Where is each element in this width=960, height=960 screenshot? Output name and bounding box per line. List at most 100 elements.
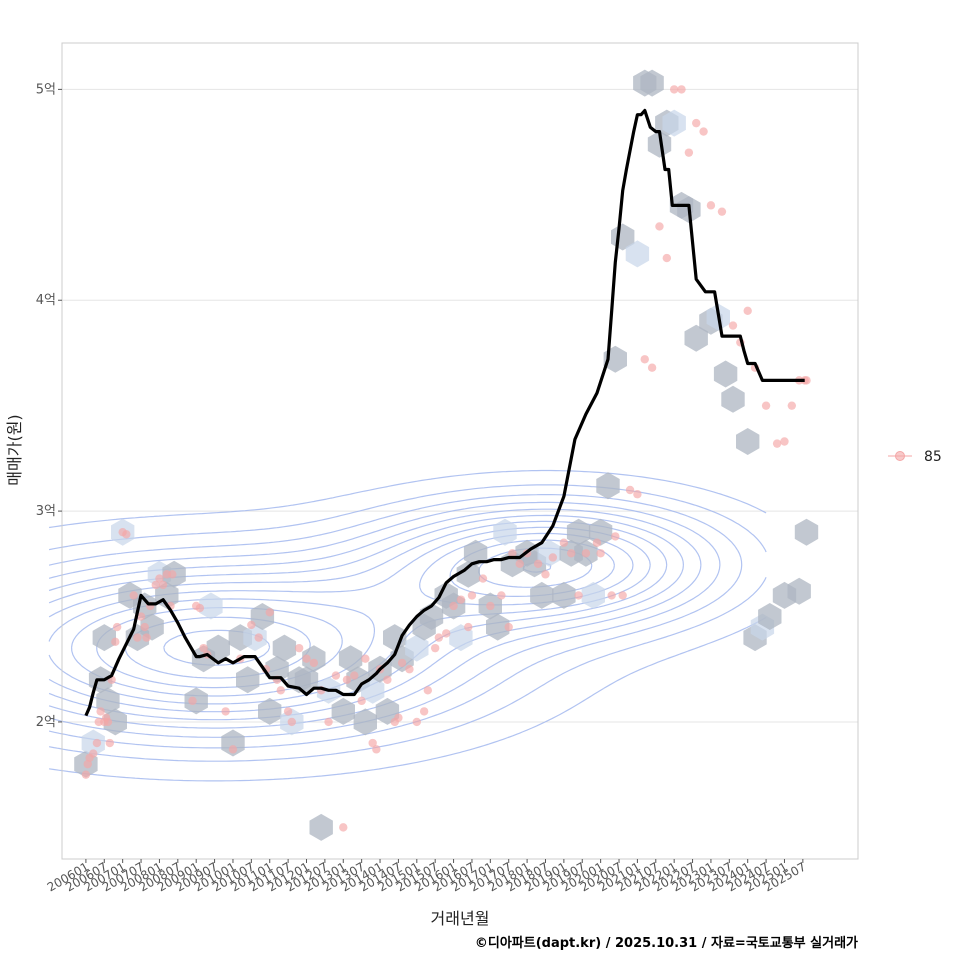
data-point — [647, 363, 657, 372]
density-contour — [48, 484, 767, 762]
density-contour — [49, 469, 767, 782]
data-point — [129, 591, 138, 600]
hexbin — [103, 708, 127, 736]
data-point — [254, 633, 263, 642]
data-point — [361, 654, 370, 663]
data-point — [611, 532, 620, 541]
legend: 85 — [888, 449, 942, 465]
data-point — [567, 549, 576, 558]
data-point — [405, 665, 414, 674]
hexbin — [625, 240, 650, 268]
data-point — [168, 570, 177, 579]
data-point — [497, 591, 506, 600]
hexbin — [713, 360, 738, 388]
data-point — [276, 686, 285, 695]
hexbin — [302, 645, 326, 673]
data-point — [669, 85, 679, 94]
data-point — [294, 643, 304, 653]
data-point — [324, 717, 333, 727]
hexbin — [758, 603, 782, 630]
hexbin — [258, 697, 282, 725]
hexbin — [640, 69, 664, 97]
data-point — [515, 559, 524, 569]
x-axis-title: 거래년월 — [431, 909, 490, 928]
data-point — [655, 222, 664, 231]
data-point — [155, 574, 164, 583]
data-point — [419, 707, 429, 716]
data-point — [103, 717, 113, 727]
data-point — [283, 707, 293, 716]
data-point — [81, 770, 91, 779]
data-point — [357, 696, 366, 706]
hexbin — [588, 518, 613, 546]
trend-line — [84, 108, 805, 717]
data-point — [802, 376, 811, 385]
hexbin — [331, 697, 355, 725]
hexbin — [493, 518, 517, 546]
hexbin — [361, 676, 385, 704]
hexbin — [794, 518, 819, 546]
data-point — [342, 675, 352, 684]
hexbin — [596, 472, 620, 500]
data-point — [780, 437, 789, 446]
y-tick-label: 4억 — [36, 293, 56, 308]
data-point — [188, 696, 197, 706]
hexbin — [486, 613, 510, 641]
hexbin — [221, 729, 245, 757]
data-point — [467, 591, 477, 600]
data-point — [287, 717, 296, 727]
data-point — [486, 601, 495, 611]
plot-border — [61, 42, 859, 860]
data-point — [331, 671, 341, 680]
hexbin — [353, 708, 377, 736]
data-point — [430, 643, 440, 653]
legend-label-85: 85 — [924, 449, 942, 465]
data-point — [394, 713, 403, 722]
hexbin — [662, 109, 686, 137]
data-point — [574, 591, 583, 600]
hexbin — [647, 130, 672, 158]
data-point — [112, 622, 122, 632]
plot-panel — [62, 43, 858, 859]
data-point — [140, 622, 149, 632]
data-point — [684, 148, 694, 157]
data-point — [434, 633, 444, 642]
data-point — [618, 591, 627, 600]
data-point — [717, 207, 727, 216]
data-point — [761, 401, 771, 410]
data-point — [151, 580, 160, 590]
data-point — [105, 738, 114, 748]
data-point — [158, 580, 168, 590]
data-point — [195, 603, 205, 613]
data-point — [228, 745, 238, 754]
density-contour — [48, 494, 743, 749]
data-point — [625, 485, 635, 495]
data-point — [699, 127, 708, 136]
hexbin — [721, 385, 745, 413]
hexbin — [552, 581, 576, 609]
hexbin — [456, 560, 480, 588]
y-axis-title: 매매가(원) — [5, 414, 24, 485]
hexbin — [383, 624, 407, 652]
data-point — [677, 85, 686, 94]
hexbin — [463, 539, 488, 567]
data-point — [640, 355, 649, 364]
data-point — [199, 643, 208, 653]
data-point — [706, 201, 716, 210]
data-point — [456, 595, 466, 604]
data-point — [548, 553, 558, 562]
data-point — [662, 253, 672, 263]
grid-lines — [62, 88, 858, 723]
data-point — [265, 608, 274, 617]
data-point — [607, 591, 616, 600]
data-point — [133, 633, 142, 642]
data-point — [442, 629, 451, 638]
caption: ©디아파트(dapt.kr) / 2025.10.31 / 자료=국토교통부 실… — [475, 935, 858, 951]
data-point — [541, 570, 550, 579]
data-point — [449, 601, 458, 611]
data-point — [592, 538, 602, 547]
hexbin — [294, 666, 319, 694]
data-point — [787, 401, 797, 410]
hexbin — [199, 592, 223, 620]
data-point — [478, 574, 488, 583]
